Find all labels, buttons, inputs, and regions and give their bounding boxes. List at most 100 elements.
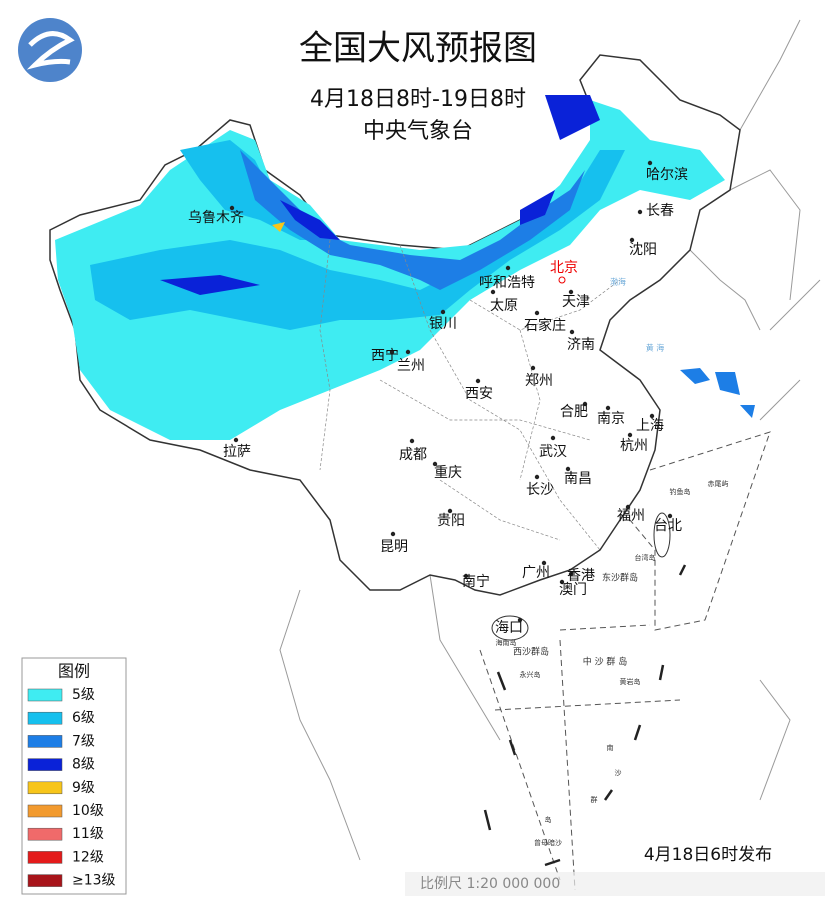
city-dot [569,329,575,335]
island-label: 群 [591,795,598,804]
legend-label: 5级 [72,687,95,703]
city-label: 郑州 [525,373,553,389]
city-label: 南昌 [564,471,592,487]
legend-swatch [27,781,63,795]
city-dot [559,579,565,585]
city-label: 西宁 [371,347,399,364]
city-dot [447,508,453,514]
city-dot [409,438,415,444]
city-label: 福州 [617,508,645,524]
legend-label: ≥13级 [72,873,116,889]
city-label: 天津 [562,294,590,310]
city-dot [517,617,523,623]
city-label: 重庆 [434,465,462,481]
island-label: 赤尾屿 [708,479,729,488]
island-label: 沙 [615,769,622,777]
city-dot [582,401,588,407]
city-dot [475,378,481,384]
city-dot [568,571,574,577]
city-label: 拉萨 [223,444,251,460]
island-label: 西沙群岛 [513,646,549,658]
city-label: 呼和浩特 [479,275,535,291]
legend-swatch [27,711,63,725]
city-dot [534,474,540,480]
city-label: 长沙 [526,482,554,498]
city-dot [233,437,239,443]
island-label: 东沙群岛 [602,572,638,584]
legend-swatch [27,804,63,818]
sea-boundaries [479,431,771,891]
sea-label: 渤海 [610,277,626,287]
city-dot [625,504,631,510]
legend-label: 6级 [72,710,95,726]
island-label: 钓鱼岛 [670,487,691,496]
city-label: 昆明 [380,539,408,555]
legend-swatch [27,874,63,887]
city-label: 南京 [597,411,625,427]
city-dot [550,435,556,441]
city-dot [505,265,511,271]
city-label: 西安 [465,386,493,402]
island-label: 中 沙 群 岛 [583,656,628,668]
hainan [491,615,529,641]
city-dot [432,461,438,467]
issued-time: 4月18日6时发布 [644,845,772,865]
city-dot [229,205,235,211]
title: 全国大风预报图 [299,29,537,69]
city-label: 杭州 [620,438,648,454]
city-dot [405,349,411,355]
legend-swatch [27,735,63,748]
city-label: 太原 [490,298,518,314]
province-borders [319,239,621,551]
city-label: 贵阳 [437,513,465,529]
legend-label: 8级 [72,757,95,773]
island-label: 曾母暗沙 [534,838,562,847]
capital-marker [558,276,566,284]
city-label: 广州 [522,565,550,581]
city-dot [629,237,635,243]
city-dot [440,309,446,315]
period: 4月18日8时-19日8时 [310,87,526,112]
legend-swatch [27,851,63,864]
city-dot [649,413,655,419]
city-dot [637,209,643,215]
city-label: 南宁 [462,573,490,590]
city-dot [568,289,574,295]
legend-label: 10级 [72,803,104,819]
legend-title: 图例 [58,662,90,681]
neighbor-borders [279,19,821,861]
legend-swatch [27,758,63,771]
wind-areas [55,95,755,440]
city-dot [530,365,536,371]
city-dot [605,405,611,411]
legend-label: 11级 [72,826,104,842]
island-label: 黄岩岛 [620,677,641,686]
island-label: 南 [607,743,614,752]
city-dot [647,160,653,166]
city-label: 合肥 [560,404,588,420]
city-dot [389,349,395,355]
city-label: 沈阳 [629,242,657,258]
city-label: 香港 [567,568,595,584]
legend-label: 12级 [72,849,104,865]
city-label: 银川 [429,316,457,332]
sea-label: 黄 海 [646,343,665,353]
legend-label: 7级 [72,733,95,749]
city-dot [390,531,396,537]
city-label: 济南 [567,337,595,353]
city-label: 海口 [495,620,523,636]
city-dot [490,289,496,295]
taiwan [653,512,671,558]
city-dot [463,573,469,579]
city-dot [534,310,540,316]
city-label: 兰州 [397,358,425,374]
legend-swatch [27,827,63,841]
city-dot [667,513,673,519]
city-label: 成都 [399,447,427,463]
island-label: 海南岛 [496,638,517,647]
city-dot [627,432,633,438]
nine-dash-line [483,564,687,867]
city-label: 台北 [654,518,682,534]
island-label: 台湾岛 [635,553,656,562]
